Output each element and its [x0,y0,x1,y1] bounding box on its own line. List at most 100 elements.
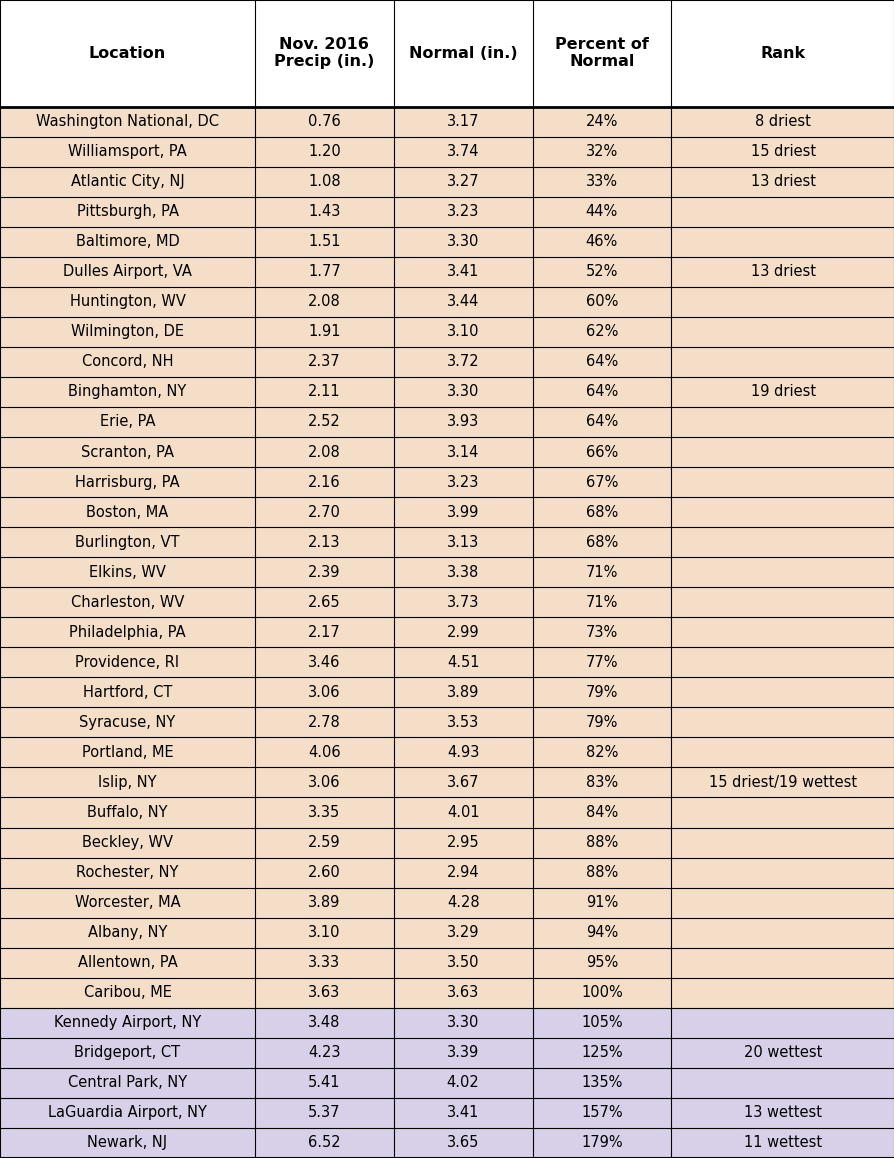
Text: 8 driest: 8 driest [755,113,810,129]
Text: 2.65: 2.65 [308,595,341,610]
Text: Concord, NH: Concord, NH [81,354,173,369]
Text: 3.41: 3.41 [446,264,479,279]
Text: 73%: 73% [585,625,618,639]
Bar [0,1068,894,1098]
Text: Caribou, ME: Caribou, ME [83,985,172,1001]
Text: 3.10: 3.10 [308,925,341,940]
Text: 4.02: 4.02 [446,1076,479,1091]
Text: 179%: 179% [580,1136,622,1151]
Text: 3.46: 3.46 [308,654,341,669]
Text: 2.08: 2.08 [308,294,341,309]
Text: 3.29: 3.29 [446,925,479,940]
Text: Beckley, WV: Beckley, WV [82,835,173,850]
Text: 52%: 52% [585,264,618,279]
Text: 3.67: 3.67 [446,775,479,790]
Text: 135%: 135% [580,1076,622,1091]
Bar [0,257,894,287]
Text: 3.53: 3.53 [446,714,479,730]
Text: 3.14: 3.14 [446,445,479,460]
Text: Location: Location [89,46,166,60]
Bar [0,227,894,257]
Text: 95%: 95% [585,955,618,970]
Text: 3.89: 3.89 [446,684,479,699]
Text: Kennedy Airport, NY: Kennedy Airport, NY [54,1016,201,1031]
Bar [0,977,894,1007]
Text: 2.16: 2.16 [308,475,341,490]
Text: 3.33: 3.33 [308,955,340,970]
Text: 2.52: 2.52 [308,415,341,430]
Text: 2.13: 2.13 [308,535,341,550]
Bar [0,167,894,197]
Text: 3.10: 3.10 [446,324,479,339]
Text: 6.52: 6.52 [308,1136,341,1151]
Bar [0,917,894,947]
Text: Charleston, WV: Charleston, WV [71,595,184,610]
Text: 19 driest: 19 driest [750,384,814,400]
Bar [0,858,894,888]
Text: 3.63: 3.63 [308,985,341,1001]
Bar [0,738,894,768]
Text: 2.59: 2.59 [308,835,341,850]
Text: 3.99: 3.99 [446,505,479,520]
Text: 5.41: 5.41 [308,1076,341,1091]
Text: 1.51: 1.51 [308,234,341,249]
Text: 2.08: 2.08 [308,445,341,460]
Text: 64%: 64% [585,384,618,400]
Bar [0,947,894,977]
Text: 64%: 64% [585,415,618,430]
Bar [0,587,894,617]
Text: 3.27: 3.27 [446,174,479,189]
Text: 62%: 62% [585,324,618,339]
Text: 3.30: 3.30 [446,1016,479,1031]
Text: 4.01: 4.01 [446,805,479,820]
Text: 3.41: 3.41 [446,1106,479,1121]
Text: 3.93: 3.93 [446,415,479,430]
Text: 3.65: 3.65 [446,1136,479,1151]
Text: 2.99: 2.99 [446,625,479,639]
Text: Boston, MA: Boston, MA [87,505,168,520]
Text: Wilmington, DE: Wilmington, DE [71,324,184,339]
Text: 3.48: 3.48 [308,1016,341,1031]
Bar [0,708,894,738]
Text: 125%: 125% [580,1046,622,1061]
Text: Erie, PA: Erie, PA [99,415,156,430]
Text: 33%: 33% [586,174,617,189]
Text: 1.08: 1.08 [308,174,341,189]
Text: 64%: 64% [585,354,618,369]
Bar [0,888,894,917]
Text: Nov. 2016
Precip (in.): Nov. 2016 Precip (in.) [274,37,375,69]
Text: 2.94: 2.94 [446,865,479,880]
Text: 44%: 44% [585,204,618,219]
Text: Newark, NJ: Newark, NJ [88,1136,167,1151]
Text: 3.38: 3.38 [446,565,479,580]
Text: 0.76: 0.76 [308,113,341,129]
Text: Rochester, NY: Rochester, NY [76,865,179,880]
Bar [0,347,894,376]
Text: 84%: 84% [585,805,618,820]
Text: 3.39: 3.39 [446,1046,479,1061]
Text: 5.37: 5.37 [308,1106,341,1121]
Text: Rank: Rank [760,46,805,60]
Text: Islip, NY: Islip, NY [98,775,156,790]
Text: Allentown, PA: Allentown, PA [78,955,177,970]
Text: 88%: 88% [585,835,618,850]
Bar [0,0,894,107]
Bar [0,768,894,798]
Bar [0,798,894,828]
Text: 68%: 68% [585,535,618,550]
Text: Albany, NY: Albany, NY [88,925,167,940]
Text: Williamsport, PA: Williamsport, PA [68,144,187,159]
Bar [0,677,894,708]
Text: 2.60: 2.60 [308,865,341,880]
Text: Scranton, PA: Scranton, PA [81,445,173,460]
Text: Binghamton, NY: Binghamton, NY [68,384,187,400]
Bar [0,137,894,167]
Text: 3.17: 3.17 [446,113,479,129]
Text: 3.50: 3.50 [446,955,479,970]
Text: 3.63: 3.63 [446,985,479,1001]
Bar [0,406,894,437]
Bar [0,647,894,677]
Text: 3.89: 3.89 [308,895,341,910]
Bar [0,557,894,587]
Text: 15 driest/19 wettest: 15 driest/19 wettest [708,775,856,790]
